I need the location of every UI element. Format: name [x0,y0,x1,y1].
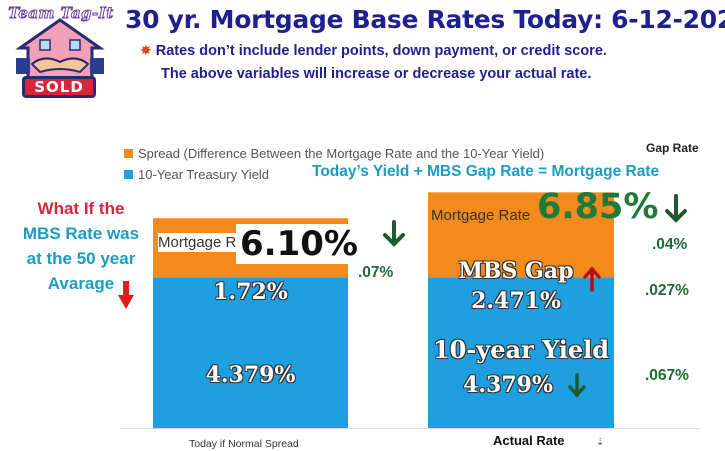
right-spread-title: MBS Gap [458,258,574,284]
what-if-line-1: What If the [37,199,125,218]
left-bar-label: Mortgage Rate [158,233,262,252]
page-title: 30 yr. Mortgage Base Rates Today: 6-12-2… [125,5,725,34]
disclaimer-line-1-text: Rates don’t include lender points, down … [155,43,607,59]
legend-item-spread: Spread (Difference Between the Mortgage … [124,146,544,161]
down-arrow-icon [568,373,586,398]
legend-swatch-spread [124,149,133,158]
right-treasury-title: 10-year Yield [432,335,610,364]
legend-swatch-treasury [124,170,133,179]
category-label-right: Actual Rate [493,433,565,448]
bar-segment-treasury-right [428,277,614,428]
down-arrow-icon [665,194,687,223]
legend-item-treasury: 10-Year Treasury Yield [124,167,269,182]
gap-change-yield: .067% [645,367,689,384]
what-if-line-4: Avarage [47,274,115,293]
small-arrow-icon: ⇣ [596,437,605,448]
right-treasury-value: 4.379% [463,372,553,398]
gap-change-mortgage: .04% [652,236,688,253]
right-spread-value: 2.471% [471,288,561,314]
right-bar-label: Mortgage Rate [431,207,531,224]
rate-equation: Today’s Yield + MBS Gap Rate = Mortgage … [312,163,660,180]
burst-icon: ✸ [140,42,152,58]
disclaimer-line-2: The above variables will increase or dec… [161,66,592,82]
team-tag-it-logo: Team Tag-It SOLD [2,2,120,102]
gap-change-spread: .027% [645,282,689,299]
left-change-value: .07% [358,264,394,281]
left-total-rate: 6.10% [236,224,362,264]
left-spread-value: 1.72% [213,279,288,305]
legend-label-treasury: 10-Year Treasury Yield [138,167,270,182]
left-treasury-value: 4.379% [205,362,296,388]
right-total-rate: 6.85% [537,187,659,227]
house-handshake-icon [15,18,105,80]
down-arrow-icon [383,220,405,247]
legend-label-spread: Spread (Difference Between the Mortgage … [138,146,545,161]
red-down-arrow-icon [118,281,134,309]
logo-top-text: Team Tag-It [8,4,114,23]
up-arrow-icon [583,266,601,292]
category-label-left: Today if Normal Spread [189,438,299,450]
disclaimer-line-1: ✸ Rates don’t include lender points, down… [140,42,607,59]
logo-sold-badge: SOLD [22,76,96,98]
bar-segment-treasury-left [153,277,348,428]
bar-segment-spread-right [428,192,614,278]
what-if-annotation: What If the MBS Rate was at the 50 year … [6,196,156,296]
what-if-line-2: MBS Rate was [22,224,140,243]
gap-rate-header: Gap Rate [646,141,699,155]
what-if-line-3: at the 50 year [26,249,136,268]
